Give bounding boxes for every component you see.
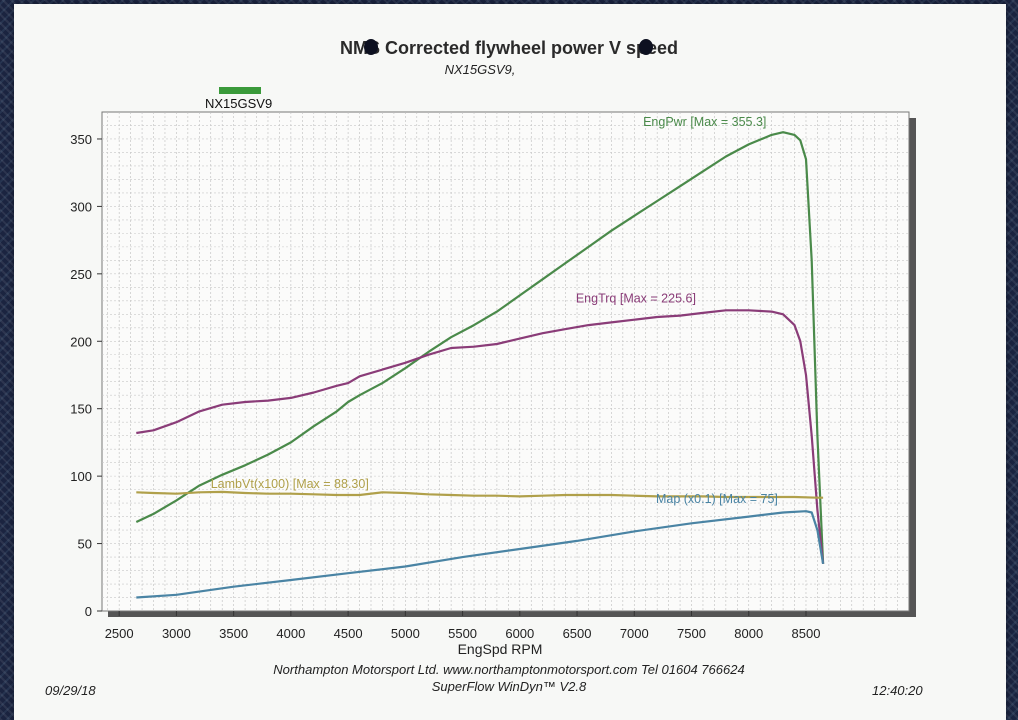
series-labels: EngPwr [Max = 355.3] EngTrq [Max = 225.6]… bbox=[211, 115, 778, 506]
y-tick-label: 50 bbox=[78, 537, 92, 552]
x-tick-label: 8000 bbox=[734, 626, 763, 641]
plot-shadow-right bbox=[909, 118, 916, 616]
footer-company: Northampton Motorsport Ltd. www.northamp… bbox=[273, 662, 745, 677]
chart-subtitle: NX15GSV9, bbox=[444, 62, 516, 77]
x-tick-label: 3000 bbox=[162, 626, 191, 641]
x-tick-label: 6000 bbox=[505, 626, 534, 641]
y-tick-label: 0 bbox=[85, 604, 92, 619]
legend-swatch bbox=[219, 87, 261, 94]
footer-software: SuperFlow WinDyn™ V2.8 bbox=[431, 679, 587, 694]
y-tick-label: 200 bbox=[70, 334, 92, 349]
series-line bbox=[135, 131, 825, 564]
y-tick-label: 350 bbox=[70, 132, 92, 147]
punch-hole bbox=[639, 39, 653, 55]
series-line bbox=[136, 510, 825, 599]
series-label: EngPwr [Max = 355.3] bbox=[643, 115, 766, 129]
chart-title: NMS Corrected flywheel power V speed bbox=[339, 38, 679, 58]
plot-area bbox=[101, 111, 910, 612]
footer-date: 09/29/18 bbox=[45, 683, 96, 698]
y-tick-label: 300 bbox=[70, 199, 92, 214]
x-tick-label: 6500 bbox=[563, 626, 592, 641]
punch-hole bbox=[364, 39, 378, 55]
y-tick-label: 100 bbox=[70, 469, 92, 484]
x-axis-label: EngSpd RPM bbox=[458, 641, 543, 657]
legend-label: NX15GSV9 bbox=[205, 96, 273, 111]
x-tick-label: 3500 bbox=[219, 626, 248, 641]
footer-time: 12:40:20 bbox=[872, 683, 923, 698]
y-tick-label: 250 bbox=[70, 267, 92, 282]
series-line bbox=[136, 309, 825, 564]
x-tick-label: 7500 bbox=[677, 626, 706, 641]
series-lines bbox=[135, 131, 825, 599]
plot-shadow-bottom bbox=[108, 611, 916, 617]
x-tick-label: 7000 bbox=[620, 626, 649, 641]
series-label: Map (x0.1) [Max = 75] bbox=[656, 492, 778, 506]
x-tick-label: 2500 bbox=[105, 626, 134, 641]
grid bbox=[102, 112, 909, 611]
x-tick-label: 4000 bbox=[276, 626, 305, 641]
x-tick-label: 5500 bbox=[448, 626, 477, 641]
x-tick-label: 5000 bbox=[391, 626, 420, 641]
axes: 2500 3000 3500 4000 4500 5000 5500 6000 6500 7000… bbox=[70, 132, 820, 641]
series-label: LambVt(x100) [Max = 88.30] bbox=[211, 477, 369, 491]
series-label: EngTrq [Max = 225.6] bbox=[576, 291, 696, 305]
y-tick-label: 150 bbox=[70, 402, 92, 417]
x-tick-label: 8500 bbox=[792, 626, 821, 641]
series-line bbox=[136, 490, 824, 499]
x-tick-label: 4500 bbox=[334, 626, 363, 641]
